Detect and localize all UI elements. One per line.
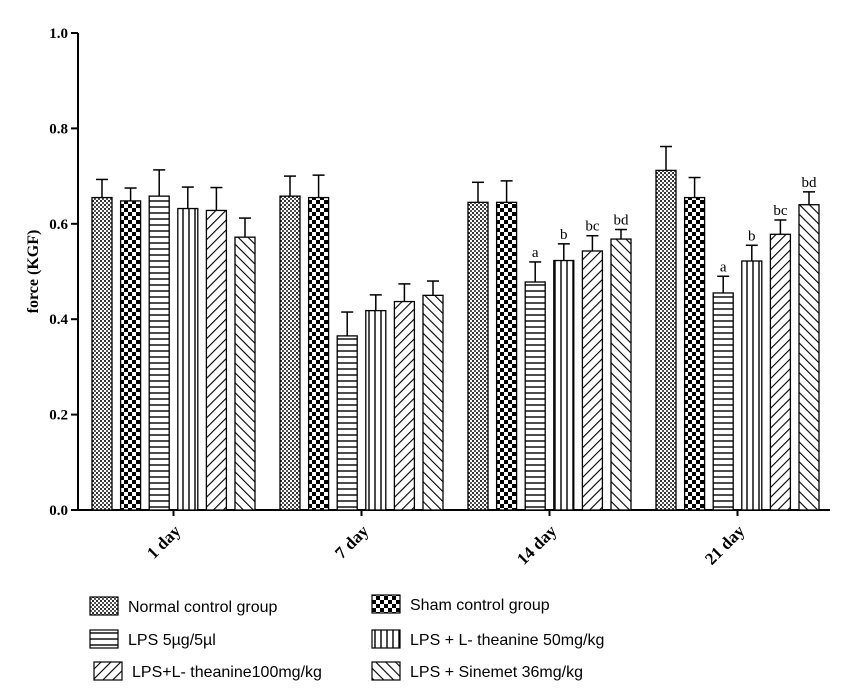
bar	[467, 201, 489, 511]
significance-label: bd	[614, 213, 630, 229]
bar	[119, 200, 142, 511]
bar	[365, 309, 387, 511]
legend-swatch	[93, 661, 123, 681]
bar	[655, 169, 677, 511]
plot-area: 0.0 0.2 0.4 0.6 0.8 1.0 force (KGF) 1 day 7 day a…	[25, 26, 830, 569]
significance-label: a	[532, 245, 539, 261]
significance-label: bc	[773, 203, 788, 219]
legend-label: Sham control group	[410, 597, 550, 614]
legend-swatch	[371, 661, 401, 681]
legend-label: LPS 5µg/5µl	[128, 632, 216, 649]
x-tick-label: 7 day	[331, 521, 373, 563]
bar	[205, 209, 228, 511]
x-tick-label: 14 day	[513, 521, 561, 569]
legend-label: LPS+L- theanine100mg/kg	[132, 664, 322, 681]
bar	[553, 259, 575, 511]
legend-swatch	[371, 594, 401, 614]
legend-swatch	[371, 629, 401, 649]
y-tick-label: 1.0	[49, 26, 68, 42]
significance-label: bd	[802, 175, 818, 191]
significance-label: b	[560, 227, 568, 243]
bar	[524, 281, 546, 511]
bar	[683, 196, 706, 511]
bar	[91, 196, 113, 511]
bar	[234, 236, 256, 511]
bar	[148, 195, 170, 511]
y-tick-label: 0.6	[49, 217, 68, 233]
bar	[495, 201, 518, 511]
bar	[177, 207, 199, 511]
bar	[307, 196, 330, 511]
bar	[422, 294, 444, 511]
bar	[336, 335, 358, 511]
bar	[393, 300, 416, 511]
significance-label: b	[748, 228, 756, 244]
bar	[581, 250, 604, 511]
bar	[769, 233, 792, 511]
legend-label: Normal control group	[128, 599, 278, 616]
y-tick-label: 0.2	[49, 408, 68, 424]
y-tick-label: 0.4	[49, 312, 68, 328]
x-tick-label: 21 day	[701, 521, 749, 569]
bar	[798, 204, 820, 511]
legend-swatch	[89, 596, 119, 616]
legend-swatch	[89, 629, 119, 649]
significance-label: bc	[585, 219, 600, 235]
legend: Normal control group Sham control group LP…	[89, 594, 604, 681]
bar	[712, 292, 734, 511]
legend-label: LPS + L- theanine 50mg/kg	[410, 632, 604, 649]
bar	[741, 260, 763, 511]
y-tick-label: 0.0	[49, 503, 68, 519]
y-tick-label: 0.8	[49, 121, 68, 137]
bar	[610, 238, 632, 511]
legend-label: LPS + Sinemet 36mg/kg	[410, 664, 583, 681]
x-tick-label: 1 day	[143, 521, 185, 563]
significance-label: a	[720, 259, 727, 275]
bar	[279, 195, 301, 511]
y-axis-title: force (KGF)	[25, 230, 42, 314]
